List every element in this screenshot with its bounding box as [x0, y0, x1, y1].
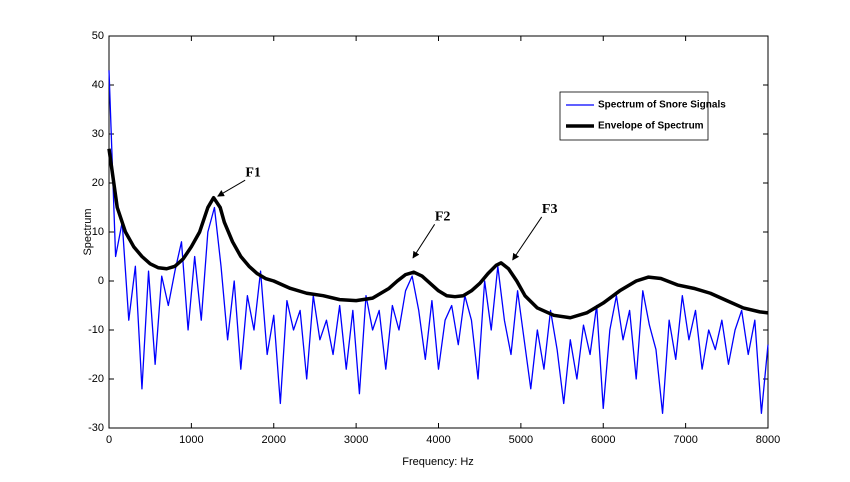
annotation-arrow	[412, 224, 436, 259]
x-tick-label: 7000	[673, 434, 697, 446]
y-tick-label: -20	[88, 373, 104, 385]
x-tick-label: 8000	[756, 434, 780, 446]
y-tick-label: -30	[88, 422, 104, 434]
x-tick-label: 5000	[509, 434, 533, 446]
annotation-arrow	[217, 179, 246, 197]
y-tick-label: 20	[92, 177, 104, 189]
y-tick-label: 30	[92, 128, 104, 140]
x-tick-label: 2000	[262, 434, 286, 446]
y-tick-label: 40	[92, 79, 104, 91]
x-tick-label: 3000	[344, 434, 368, 446]
y-axis-label: Spectrum	[82, 208, 94, 255]
x-axis-label: Frequency: Hz	[402, 456, 474, 468]
x-tick-label: 6000	[591, 434, 615, 446]
y-tick-label: 50	[92, 30, 104, 42]
annotation-arrow	[512, 216, 543, 261]
legend-label: Spectrum of Snore Signals	[598, 100, 726, 111]
series-line	[107, 148, 769, 320]
y-tick-label: 0	[98, 275, 104, 287]
y-tick-label: 10	[92, 226, 104, 238]
series-line	[108, 70, 769, 414]
x-tick-label: 4000	[426, 434, 450, 446]
annotation-label: F2	[435, 210, 451, 225]
y-tick-label: -10	[88, 324, 104, 336]
x-tick-label: 1000	[179, 434, 203, 446]
annotation-label: F3	[542, 202, 558, 217]
legend-label: Envelope of Spectrum	[598, 121, 704, 132]
x-tick-label: 0	[106, 434, 112, 446]
annotation-label: F1	[245, 165, 261, 180]
legend-box	[559, 91, 709, 141]
